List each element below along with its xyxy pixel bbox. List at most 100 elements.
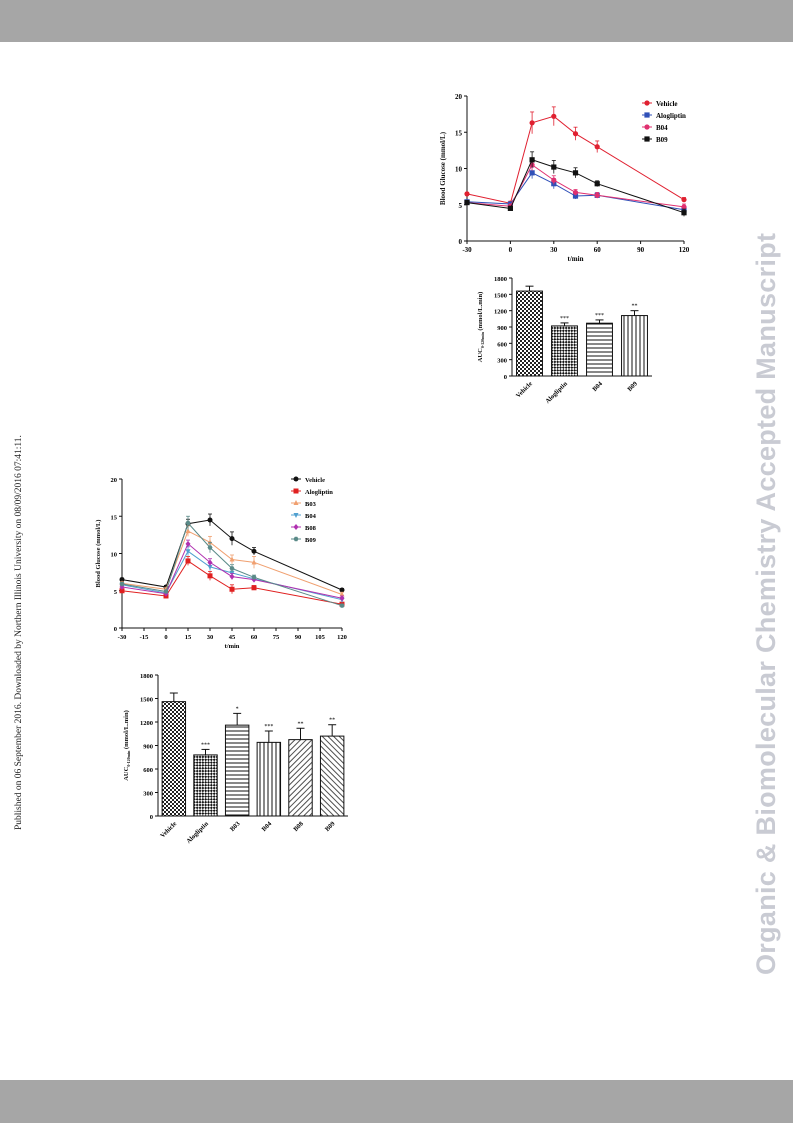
publication-note: Published on 06 September 2016. Download… [14, 435, 24, 830]
data-point [594, 181, 600, 187]
footer-band [0, 1080, 793, 1123]
x-tick-label: 15 [185, 634, 192, 641]
x-axis-label: t/min [225, 643, 240, 650]
data-point [207, 539, 213, 545]
significance-mark: *** [560, 316, 569, 322]
data-point [251, 548, 257, 554]
significance-mark: ** [329, 718, 335, 724]
data-point [681, 204, 687, 210]
x-tick-label: 90 [295, 634, 302, 641]
y-tick-label: 300 [497, 358, 507, 365]
y-tick-label: 1800 [140, 673, 153, 680]
bar-alogliptin [193, 754, 218, 817]
y-tick-label: 15 [455, 129, 463, 137]
data-point [464, 199, 470, 206]
data-point [572, 131, 579, 137]
y-axis-label: AUC0-120min (mmol/L.min) [123, 710, 131, 781]
x-tick-label: 45 [229, 634, 236, 641]
significance-mark: *** [595, 313, 604, 319]
data-point [339, 591, 345, 597]
legend-label: B09 [305, 537, 317, 544]
x-tick-label: 75 [273, 634, 280, 641]
legend-marker [293, 524, 299, 530]
data-point [229, 556, 235, 562]
y-tick-label: 1500 [140, 697, 153, 704]
category-label: B03 [229, 820, 242, 833]
legend-marker [644, 124, 650, 130]
significance-mark: ** [298, 721, 304, 727]
y-axis-label: AUC0-120min (mmol/L.min) [477, 292, 485, 363]
journal-watermark: Organic & Biomolecular Chemistry Accepte… [751, 232, 781, 975]
data-point [529, 170, 535, 176]
x-tick-label: 60 [251, 634, 258, 641]
category-label: Vehicle [159, 820, 178, 839]
y-tick-label: 600 [497, 341, 507, 348]
data-point [207, 573, 213, 579]
y-tick-label: 0 [459, 238, 463, 246]
x-tick-label: 30 [550, 246, 558, 254]
x-tick-label: -30 [462, 246, 472, 254]
legend-marker [644, 100, 650, 106]
x-tick-label: 120 [679, 246, 690, 254]
bar-vehicle [516, 290, 543, 377]
y-tick-label: 5 [459, 202, 463, 210]
data-point [551, 164, 557, 170]
y-tick-label: 10 [111, 552, 118, 559]
x-tick-label: 105 [315, 634, 326, 641]
x-tick-label: 30 [207, 634, 214, 641]
data-point [185, 520, 191, 526]
data-point [572, 193, 579, 199]
x-tick-label: -30 [118, 634, 127, 641]
figure-bar-chart-bottom: 0 300 600 900 1200 1500 1800 AUC0-120min (mmol/… [123, 673, 348, 845]
data-point [119, 588, 125, 594]
bar-b04 [586, 322, 613, 377]
legend-label: B03 [305, 501, 317, 508]
x-tick-label: 0 [509, 246, 513, 254]
significance-mark: * [236, 706, 239, 712]
y-tick-label: 1200 [140, 720, 153, 727]
x-tick-label: -15 [140, 634, 149, 641]
legend-label: Vehicle [305, 477, 325, 484]
y-tick-label: 0 [150, 814, 153, 821]
bar-b04 [256, 741, 282, 817]
figure-line-chart-bottom: 0 5 10 15 20 -30 -15 0 15 30 45 60 75 90 105 120 t/min Bl… [95, 476, 347, 650]
data-point [529, 120, 535, 126]
legend-marker [293, 500, 299, 505]
y-axis-label: Blood Glucose (mmol/L) [95, 520, 102, 588]
x-tick-label: 0 [164, 634, 167, 641]
data-point [594, 192, 600, 198]
category-label: B04 [591, 380, 604, 393]
significance-mark: *** [264, 724, 273, 730]
data-point [251, 575, 257, 580]
legend-label: Alogliptin [305, 489, 333, 496]
y-tick-label: 0 [504, 374, 507, 381]
figure-bar-chart-top: 0 300 600 900 1200 1500 1800 AUC0-120min (mmol/… [477, 276, 652, 405]
bar-b09 [319, 735, 345, 817]
data-point [681, 210, 687, 216]
legend-marker [293, 513, 299, 518]
legend-marker [293, 536, 299, 542]
data-point [207, 545, 213, 550]
category-label: Alogliptin [185, 820, 210, 845]
data-point [207, 564, 213, 570]
x-tick-label: 90 [637, 246, 645, 254]
legend-label: Vehicle [656, 100, 678, 108]
data-point [464, 191, 470, 197]
y-axis-label: Blood Glucose (mmol/L) [439, 131, 447, 205]
significance-mark: ** [632, 304, 638, 310]
y-tick-label: 600 [143, 767, 153, 774]
data-point [185, 549, 191, 555]
data-point [163, 589, 169, 594]
data-point [681, 197, 687, 203]
data-point [229, 586, 235, 592]
data-point [572, 189, 579, 196]
data-point [185, 540, 191, 547]
legend-label: B04 [656, 124, 668, 132]
data-point [185, 558, 191, 564]
x-axis-label: t/min [568, 255, 584, 263]
category-label: Vehicle [515, 380, 534, 399]
data-point [251, 585, 257, 591]
significance-mark: *** [201, 742, 210, 748]
legend-label: B08 [305, 525, 317, 532]
